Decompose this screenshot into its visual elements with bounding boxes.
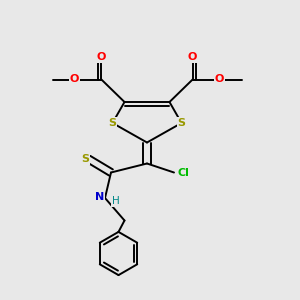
Text: Cl: Cl	[177, 167, 189, 178]
Text: H: H	[112, 196, 119, 206]
Text: O: O	[70, 74, 79, 85]
Text: O: O	[215, 74, 224, 85]
Text: S: S	[82, 154, 89, 164]
Text: O: O	[97, 52, 106, 62]
Text: O: O	[188, 52, 197, 62]
Text: N: N	[95, 191, 104, 202]
Text: S: S	[178, 118, 185, 128]
Text: S: S	[109, 118, 116, 128]
